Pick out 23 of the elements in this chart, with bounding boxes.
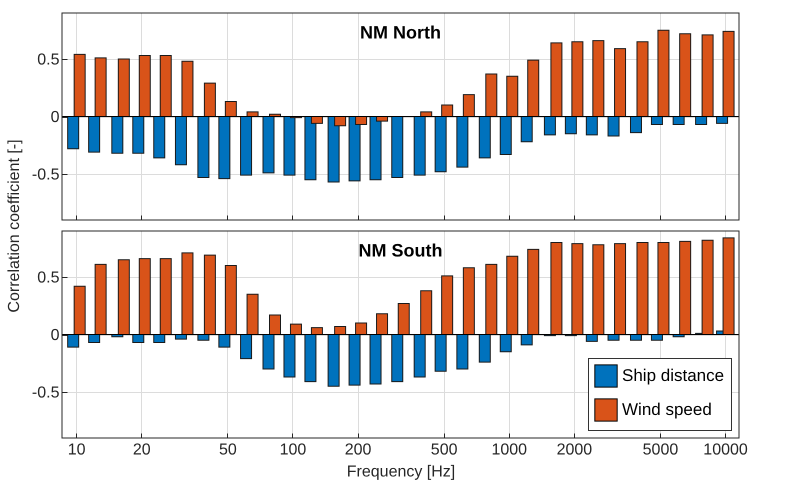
- y-tick-label: -0.5: [32, 384, 60, 402]
- y-tick-label: 0.5: [37, 270, 60, 286]
- x-tick-label: 5000: [642, 442, 678, 458]
- y-tick-label: 0: [50, 327, 60, 344]
- x-tick-label: 500: [430, 442, 458, 458]
- x-tick-label: 200: [344, 442, 372, 458]
- y-tick-label: -0.5: [32, 166, 60, 184]
- x-tick-label: 20: [132, 442, 151, 458]
- x-tick-label: 2000: [556, 442, 592, 458]
- x-tick-label: 10: [68, 442, 86, 458]
- legend-label: Wind speed: [622, 400, 712, 419]
- x-tick-label: 50: [218, 442, 237, 458]
- bar: [391, 116, 404, 178]
- x-tick-label: 100: [280, 442, 306, 458]
- x-axis-title: Frequency [Hz]: [346, 464, 456, 480]
- x-tick-label: 1000: [491, 442, 528, 458]
- y-tick-label: 0.5: [37, 52, 60, 68]
- text: NM North: [360, 22, 441, 42]
- y-tick-label: 0: [50, 109, 60, 126]
- x-tick-label: 10000: [703, 442, 748, 458]
- legend-label: Ship distance: [622, 366, 724, 385]
- text: NM South: [358, 240, 442, 260]
- y-axis-title: Correlation coefficient [-]: [6, 139, 23, 313]
